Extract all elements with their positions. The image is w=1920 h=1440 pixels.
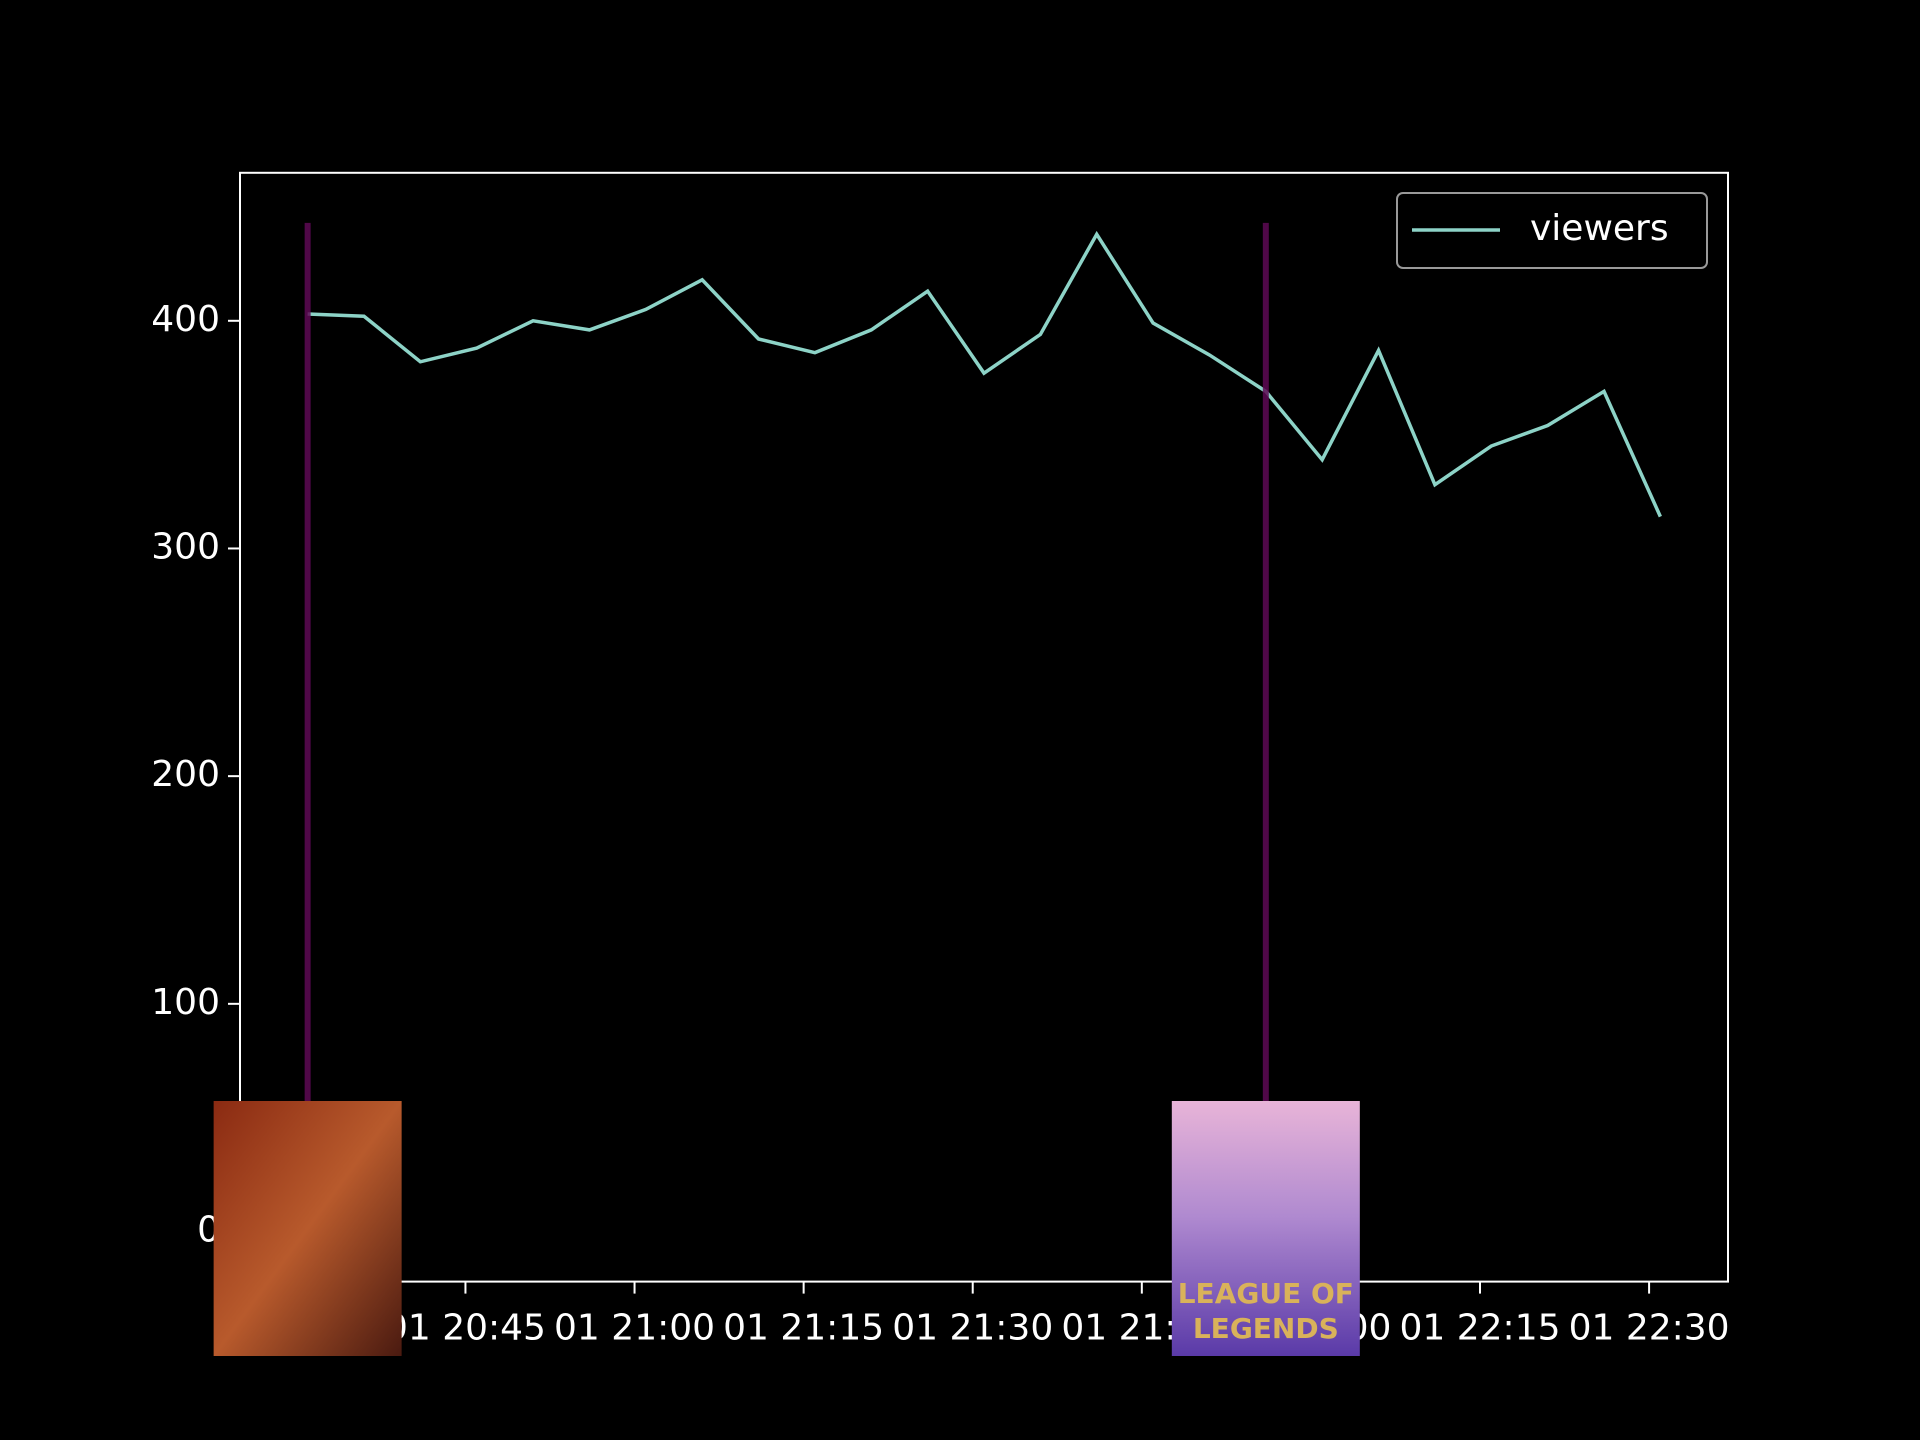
x-tick-label: 01 22:15 <box>1400 1308 1561 1349</box>
x-tick-label: 01 21:30 <box>892 1308 1053 1349</box>
thumbnail-text: LEGENDS <box>1193 1312 1339 1345</box>
y-tick-label: 400 <box>151 299 220 340</box>
game-thumbnail <box>213 1101 402 1356</box>
y-tick-label: 100 <box>151 982 220 1023</box>
line-series <box>307 230 1662 518</box>
thumbnail-image <box>213 1101 402 1356</box>
x-tick-label: 01 20:45 <box>385 1308 546 1349</box>
legend-box <box>1396 192 1708 269</box>
thumbnail-text: LEAGUE OF <box>1178 1277 1354 1310</box>
axes-frame <box>239 171 1729 1283</box>
x-tick-label: 01 21:15 <box>723 1308 884 1349</box>
legend-label: viewers <box>1530 208 1669 249</box>
x-tick-label: 01 21:00 <box>554 1308 715 1349</box>
thumbnail-image <box>1171 1101 1360 1356</box>
y-tick-label: 200 <box>151 754 220 795</box>
y-tick-label: 300 <box>151 526 220 567</box>
x-tick-label: 01 22:30 <box>1569 1308 1730 1349</box>
